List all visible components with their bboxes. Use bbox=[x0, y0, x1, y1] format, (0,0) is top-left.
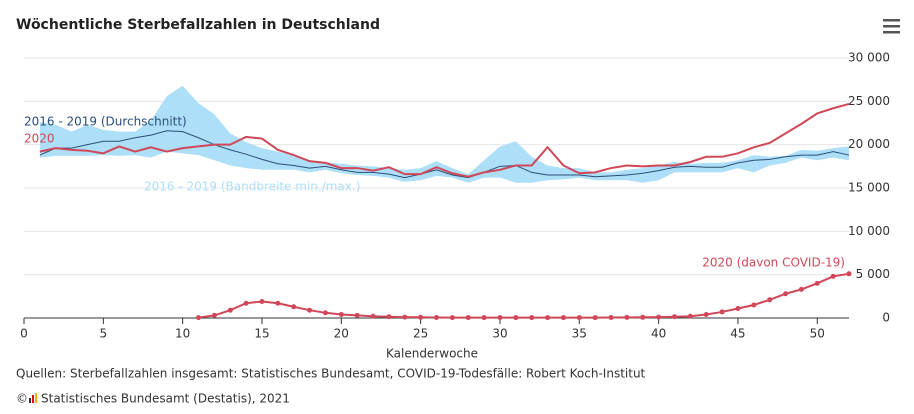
series-label: 2016 - 2019 (Durchschnitt) bbox=[24, 115, 187, 129]
range-band bbox=[39, 85, 850, 183]
series-line bbox=[39, 130, 850, 179]
series-marker bbox=[560, 315, 566, 321]
series-marker bbox=[656, 314, 662, 320]
x-tick-label: 5 bbox=[100, 327, 108, 341]
menu-icon[interactable] bbox=[883, 19, 900, 34]
series-marker bbox=[608, 314, 614, 320]
series-marker bbox=[529, 315, 535, 321]
series-marker bbox=[211, 312, 217, 318]
series-marker bbox=[719, 309, 725, 315]
series-marker bbox=[545, 315, 551, 321]
series-marker bbox=[418, 314, 424, 320]
series-marker bbox=[671, 314, 677, 320]
series-marker bbox=[798, 286, 804, 292]
x-tick-label: 35 bbox=[572, 327, 587, 341]
chart-title: Wöchentliche Sterbefallzahlen in Deutsch… bbox=[16, 17, 380, 33]
x-tick-label: 30 bbox=[492, 327, 507, 341]
x-tick-label: 25 bbox=[413, 327, 428, 341]
x-tick-label: 45 bbox=[730, 327, 745, 341]
series-marker bbox=[196, 315, 202, 321]
y-tick-label: 30 000 bbox=[848, 51, 890, 65]
series-marker bbox=[338, 312, 344, 318]
series-marker bbox=[227, 307, 233, 313]
series-marker bbox=[291, 304, 297, 310]
x-tick-label: 40 bbox=[651, 327, 666, 341]
series-marker bbox=[703, 312, 709, 318]
series-marker bbox=[814, 280, 820, 286]
series-marker bbox=[687, 313, 693, 319]
series-marker bbox=[830, 273, 836, 279]
series-marker bbox=[307, 307, 313, 313]
series-label: 2020 bbox=[24, 132, 55, 146]
series-marker bbox=[513, 315, 519, 321]
credit: Statistisches Bundesamt (Destatis), 2021 bbox=[41, 392, 290, 406]
series-line bbox=[198, 272, 850, 319]
menu-bar[interactable] bbox=[883, 31, 900, 34]
series-marker bbox=[735, 305, 741, 311]
series-marker bbox=[259, 299, 265, 305]
logo-bar bbox=[29, 398, 31, 403]
series-marker bbox=[576, 315, 582, 321]
series-marker bbox=[783, 291, 789, 297]
copyright: © bbox=[16, 392, 28, 406]
logo-bar bbox=[35, 393, 37, 403]
x-tick-label: 50 bbox=[810, 327, 825, 341]
series-marker bbox=[386, 314, 392, 320]
y-tick-label: 0 bbox=[882, 311, 890, 325]
series-marker bbox=[640, 314, 646, 320]
series-marker bbox=[354, 312, 360, 318]
series-marker bbox=[434, 314, 439, 320]
series-marker bbox=[592, 315, 598, 321]
series-marker bbox=[322, 310, 328, 316]
series-marker bbox=[243, 300, 249, 306]
x-axis-label: Kalenderwoche bbox=[386, 347, 478, 361]
x-tick-label: 15 bbox=[254, 327, 269, 341]
series-marker bbox=[767, 297, 773, 303]
series-marker bbox=[465, 315, 471, 321]
series-marker bbox=[751, 302, 757, 308]
series-marker bbox=[449, 315, 455, 321]
series-marker bbox=[275, 300, 281, 306]
y-tick-label: 10 000 bbox=[848, 224, 890, 238]
series-marker bbox=[481, 315, 487, 321]
series-label: 2020 (davon COVID-19) bbox=[702, 256, 845, 270]
y-tick-label: 25 000 bbox=[848, 94, 890, 108]
source: Quellen: Sterbefallzahlen insgesamt: Sta… bbox=[16, 367, 646, 381]
x-tick-label: 0 bbox=[20, 327, 28, 341]
series-marker bbox=[846, 271, 852, 277]
series-marker bbox=[370, 313, 376, 319]
logo-bar bbox=[32, 395, 34, 403]
x-tick-label: 10 bbox=[175, 327, 190, 341]
series-marker bbox=[624, 314, 630, 320]
menu-bar[interactable] bbox=[883, 19, 900, 22]
y-tick-label: 20 000 bbox=[848, 137, 890, 151]
menu-bar[interactable] bbox=[883, 25, 900, 28]
y-tick-label: 5 000 bbox=[856, 267, 890, 281]
logo-icon bbox=[29, 393, 37, 403]
x-tick-label: 20 bbox=[334, 327, 349, 341]
series-marker bbox=[497, 315, 503, 321]
series-marker bbox=[402, 314, 408, 320]
y-tick-label: 15 000 bbox=[848, 181, 890, 195]
series-line bbox=[39, 102, 850, 178]
band-label: 2016 - 2019 (Bandbreite min./max.) bbox=[144, 180, 360, 194]
